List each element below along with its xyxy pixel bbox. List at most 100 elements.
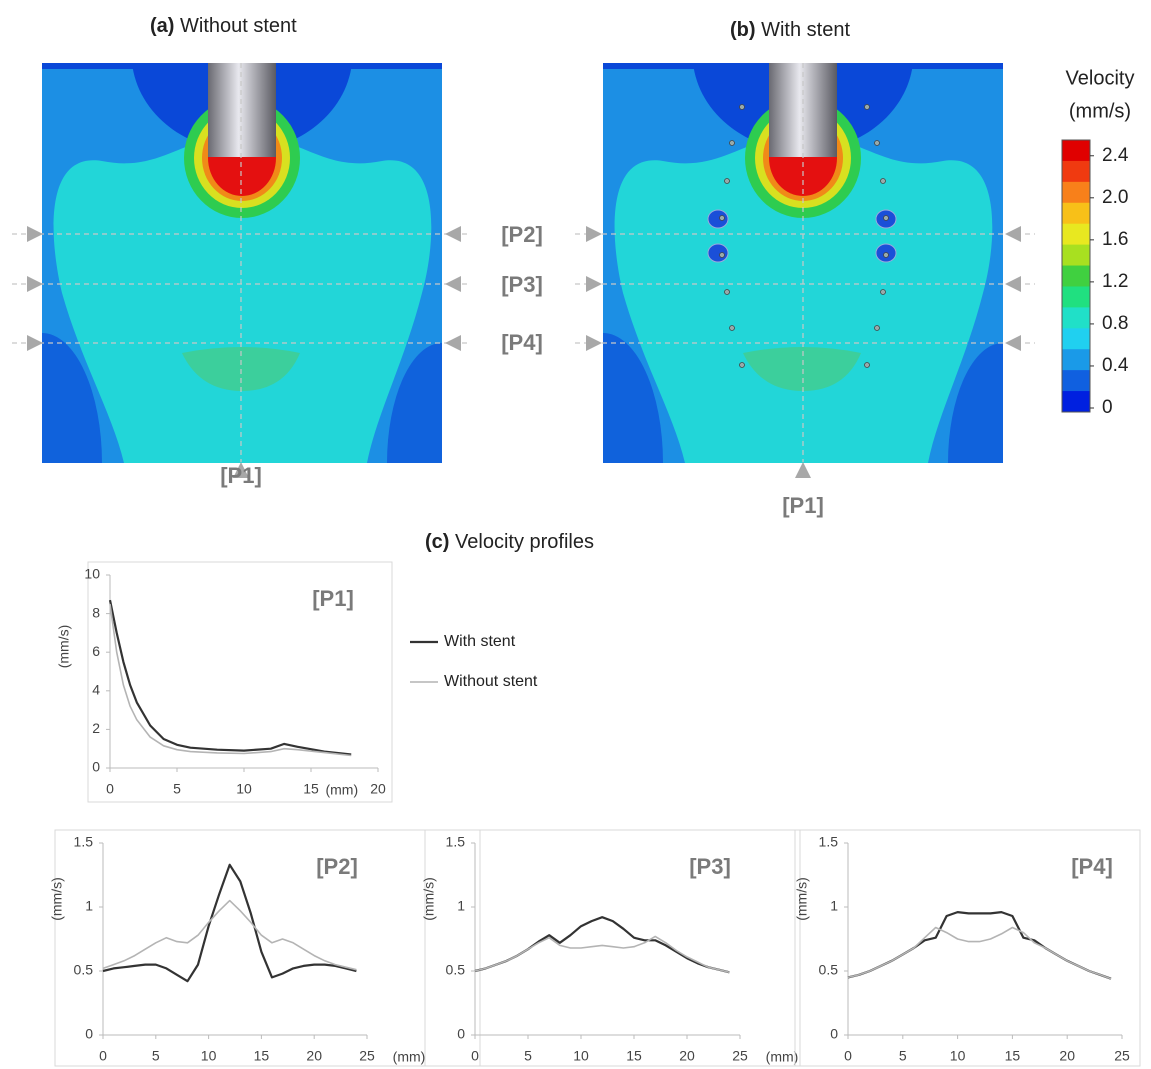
- contour-without-stent: [0, 63, 497, 593]
- x-tick-label: 5: [899, 1048, 907, 1064]
- probe-arrows: [27, 226, 1021, 478]
- chart-frame: [87, 561, 393, 803]
- y-tick-label: 0: [92, 759, 100, 775]
- legend-label: Without stent: [444, 673, 538, 690]
- x-axis-label: (mm): [393, 1049, 426, 1065]
- x-tick-label: 15: [303, 781, 319, 797]
- chart-title: [P3]: [689, 854, 731, 879]
- y-tick-label: 1.5: [446, 834, 466, 850]
- y-tick-label: 0: [830, 1026, 838, 1042]
- x-tick-label: 10: [201, 1048, 217, 1064]
- colorbar-unit: (mm/s): [1069, 100, 1131, 122]
- colorbar-tick-label: 2.0: [1102, 187, 1128, 208]
- x-tick-label: 15: [1005, 1048, 1021, 1064]
- chart-title: [P1]: [312, 586, 354, 611]
- panel-title: (a) Without stent: [150, 15, 297, 37]
- y-tick-label: 0.5: [74, 962, 94, 978]
- y-tick-label: 4: [92, 682, 100, 698]
- probe-label: [P1]: [220, 463, 262, 488]
- probe-lines: [12, 63, 1035, 462]
- x-tick-label: 20: [1059, 1048, 1075, 1064]
- x-tick-label: 25: [732, 1048, 748, 1064]
- colorbar-segment: [1062, 160, 1090, 183]
- probe-label: [P3]: [501, 272, 543, 297]
- x-axis-label: (mm): [325, 782, 358, 798]
- arrow: [586, 226, 602, 351]
- y-tick-label: 1: [85, 898, 93, 914]
- panel-title-text: Velocity profiles: [455, 531, 594, 553]
- x-tick-label: 5: [173, 781, 181, 797]
- y-tick-label: 0: [85, 1026, 93, 1042]
- strut: [729, 140, 735, 146]
- series-line: [847, 911, 1112, 980]
- colorbar-tick-label: 0: [1102, 397, 1113, 418]
- panel-title: (c) Velocity profiles: [425, 531, 594, 553]
- arrow: [445, 226, 461, 351]
- strut: [739, 104, 745, 110]
- strut: [719, 215, 725, 221]
- strut: [739, 362, 745, 368]
- y-tick-label: 0.5: [446, 962, 466, 978]
- panel-title: (b) With stent: [730, 19, 850, 41]
- x-tick-label: 25: [359, 1048, 375, 1064]
- stent-struts: [719, 104, 889, 368]
- panel-label: (c): [425, 531, 449, 553]
- y-tick-label: 1: [830, 898, 838, 914]
- strut: [880, 289, 886, 295]
- strut: [874, 140, 880, 146]
- low-spot: [707, 209, 729, 229]
- x-tick-label: 5: [524, 1048, 532, 1064]
- y-tick-label: 6: [92, 643, 100, 659]
- y-axis-label: (mm/s): [421, 877, 437, 921]
- colorbar-segment: [1062, 244, 1090, 267]
- colorbar-tick-label: 0.4: [1102, 355, 1129, 376]
- probe-label: [P2]: [501, 222, 543, 247]
- colorbar-segment: [1062, 286, 1090, 308]
- y-tick-label: 8: [92, 604, 100, 620]
- y-axis-label: (mm/s): [49, 877, 65, 921]
- colorbar-segment: [1062, 349, 1090, 371]
- colorbar-tick-label: 1.6: [1102, 229, 1128, 250]
- low-spot: [707, 243, 729, 263]
- x-tick-label: 15: [626, 1048, 642, 1064]
- x-tick-label: 25: [1114, 1048, 1130, 1064]
- strut: [864, 362, 870, 368]
- x-tick-label: 15: [254, 1048, 270, 1064]
- x-tick-label: 20: [370, 781, 386, 797]
- colorbar-tick-label: 0.8: [1102, 313, 1128, 334]
- arrow: [27, 226, 43, 351]
- panel-title-text: Without stent: [180, 15, 297, 37]
- series-line: [102, 899, 357, 971]
- strut: [719, 252, 725, 258]
- strut: [883, 215, 889, 221]
- y-tick-label: 0.5: [819, 962, 839, 978]
- colorbar-segment: [1062, 391, 1090, 413]
- colorbar-segment: [1062, 265, 1090, 287]
- colorbar-segment: [1062, 140, 1090, 162]
- chart-title: [P2]: [316, 854, 358, 879]
- series-line: [474, 935, 730, 974]
- x-tick-label: 10: [950, 1048, 966, 1064]
- x-tick-label: 10: [573, 1048, 589, 1064]
- arrow: [1005, 226, 1021, 351]
- panel-label: (a): [150, 15, 174, 37]
- colorbar-segment: [1062, 202, 1090, 225]
- probe-label: [P1]: [782, 493, 824, 518]
- chart-frame: [54, 829, 481, 1067]
- strut: [864, 104, 870, 110]
- strut: [883, 252, 889, 258]
- chart-frame: [794, 829, 1141, 1067]
- y-axis-label: (mm/s): [56, 625, 72, 669]
- y-tick-label: 10: [84, 566, 100, 582]
- colorbar-segment: [1062, 181, 1090, 204]
- x-tick-label: 0: [106, 781, 114, 797]
- arrow: [233, 462, 811, 478]
- colorbar-segment: [1062, 307, 1090, 329]
- x-tick-label: 0: [99, 1048, 107, 1064]
- y-tick-label: 2: [92, 720, 100, 736]
- y-tick-label: 1.5: [74, 834, 94, 850]
- x-tick-label: 5: [152, 1048, 160, 1064]
- series-line: [847, 926, 1112, 980]
- y-tick-label: 1.5: [819, 834, 839, 850]
